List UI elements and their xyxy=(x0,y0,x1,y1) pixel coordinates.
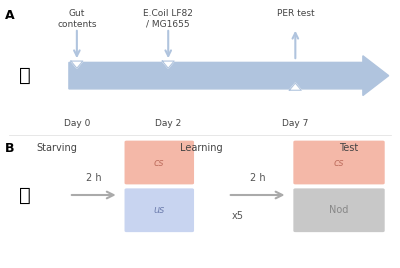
FancyBboxPatch shape xyxy=(124,141,194,184)
Text: cs: cs xyxy=(334,158,344,168)
Text: Test: Test xyxy=(339,143,358,152)
Text: us: us xyxy=(154,205,165,215)
Text: A: A xyxy=(5,9,15,22)
Polygon shape xyxy=(71,61,83,68)
Polygon shape xyxy=(289,83,301,90)
FancyBboxPatch shape xyxy=(293,141,385,184)
Text: 🐝: 🐝 xyxy=(19,66,31,85)
Text: PER test: PER test xyxy=(276,9,314,18)
Text: Day 7: Day 7 xyxy=(282,120,308,128)
Text: Nod: Nod xyxy=(329,205,349,215)
Text: Starving: Starving xyxy=(36,143,78,152)
Text: 2 h: 2 h xyxy=(250,173,266,183)
Text: 2 h: 2 h xyxy=(86,173,102,183)
Text: 🐝: 🐝 xyxy=(19,185,31,204)
Polygon shape xyxy=(162,61,174,68)
Text: Day 2: Day 2 xyxy=(155,120,181,128)
Text: x5: x5 xyxy=(232,211,244,221)
Text: E.Coil LF82
/ MG1655: E.Coil LF82 / MG1655 xyxy=(143,9,193,29)
Text: B: B xyxy=(5,142,15,155)
Text: Gut
contents: Gut contents xyxy=(57,9,97,29)
FancyBboxPatch shape xyxy=(293,188,385,232)
FancyBboxPatch shape xyxy=(124,188,194,232)
FancyArrow shape xyxy=(69,56,389,96)
Text: Learning: Learning xyxy=(180,143,222,152)
Text: cs: cs xyxy=(154,158,164,168)
Text: Day 0: Day 0 xyxy=(64,120,90,128)
